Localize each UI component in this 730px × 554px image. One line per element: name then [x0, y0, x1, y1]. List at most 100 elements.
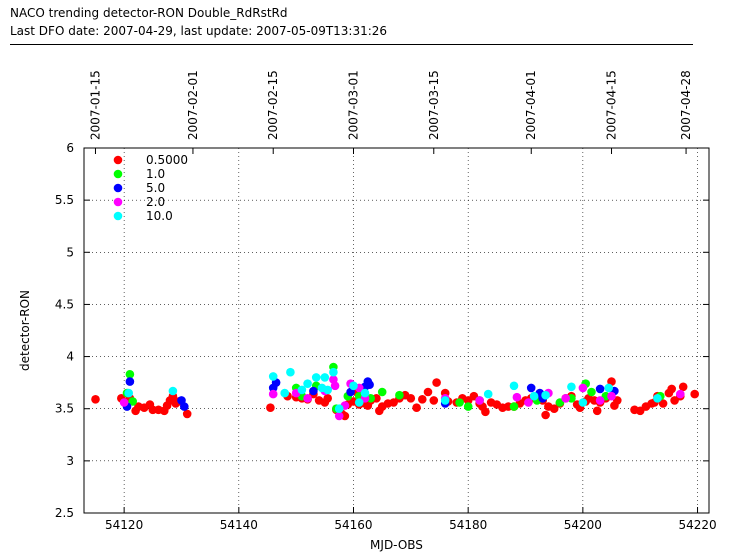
data-point	[320, 373, 330, 382]
chart-subtitle: Last DFO date: 2007-04-29, last update: …	[10, 24, 388, 38]
data-point	[168, 386, 178, 396]
data-point	[334, 411, 344, 421]
x-tick-label: 54160	[334, 518, 372, 532]
top-date-label: 2007-02-15	[266, 70, 280, 140]
data-points	[91, 362, 699, 421]
data-point	[349, 381, 358, 391]
y-tick-label: 5.5	[55, 193, 74, 207]
data-point	[266, 403, 275, 413]
y-tick-label: 3	[66, 454, 74, 468]
data-point	[667, 384, 676, 394]
data-point	[607, 391, 616, 401]
data-point	[567, 382, 576, 392]
top-date-label: 2007-04-15	[605, 70, 619, 140]
data-point	[365, 380, 374, 390]
data-point	[549, 404, 559, 414]
data-point	[406, 394, 416, 403]
data-point	[303, 379, 312, 389]
data-point	[412, 403, 421, 413]
legend-marker	[113, 183, 123, 193]
data-point	[658, 399, 668, 408]
data-point	[180, 402, 189, 411]
legend-label: 1.0	[146, 167, 165, 181]
data-point	[587, 387, 596, 397]
data-point	[334, 404, 344, 414]
legend-label: 5.0	[146, 181, 165, 195]
legend-marker	[113, 155, 123, 165]
x-tick-label: 54200	[564, 518, 602, 532]
top-date-label: 2007-02-01	[186, 70, 200, 140]
y-tick-label: 2.5	[55, 506, 74, 520]
data-point	[323, 394, 333, 403]
data-point	[512, 392, 522, 402]
data-point	[429, 396, 439, 405]
top-date-label: 2007-03-15	[427, 70, 441, 140]
data-point	[268, 372, 278, 381]
top-date-labels: 2007-01-15 2007-02-01 2007-02-15 2007-03-01…	[88, 70, 693, 140]
top-date-label: 2007-04-01	[524, 70, 538, 140]
data-point	[481, 407, 490, 417]
data-point	[268, 389, 278, 399]
plot-frame	[83, 147, 710, 514]
x-tick-labels: 54120 54140 54160 54180 54200 54220	[105, 518, 717, 532]
data-point	[329, 367, 338, 377]
y-tick-label: 4	[66, 350, 74, 364]
data-point	[509, 381, 519, 391]
data-point	[509, 402, 519, 411]
data-point	[592, 406, 602, 416]
data-point	[463, 402, 473, 411]
data-point	[360, 388, 370, 398]
data-point	[354, 398, 364, 407]
data-point	[125, 370, 135, 379]
data-point	[524, 398, 533, 407]
data-point	[418, 395, 427, 404]
data-point	[541, 410, 550, 420]
data-point	[297, 385, 307, 395]
data-point	[440, 396, 450, 405]
y-axis-label: detector-RON	[18, 290, 32, 371]
data-point	[475, 396, 484, 405]
data-point	[423, 387, 433, 397]
x-axis-label: MJD-OBS	[370, 538, 423, 552]
data-point	[323, 385, 333, 395]
header-divider	[10, 44, 693, 45]
top-date-label: 2007-01-15	[88, 70, 102, 140]
data-point	[124, 388, 133, 398]
data-point	[690, 389, 699, 399]
y-tick-label: 6	[66, 141, 74, 155]
y-tick-label: 3.5	[55, 402, 74, 416]
data-point	[286, 367, 295, 377]
legend-label: 10.0	[146, 209, 173, 223]
top-date-label: 2007-03-01	[346, 70, 360, 140]
legend-marker	[113, 197, 123, 207]
data-point	[578, 383, 588, 393]
data-point	[182, 409, 192, 419]
data-point	[91, 395, 100, 404]
data-point	[678, 382, 688, 392]
x-tick-label: 54220	[678, 518, 716, 532]
data-point	[595, 384, 605, 394]
data-point	[311, 373, 321, 382]
data-point	[526, 383, 536, 393]
data-point	[395, 390, 404, 400]
data-point	[595, 396, 605, 405]
data-point	[529, 391, 539, 401]
data-point	[483, 389, 493, 399]
data-point	[561, 394, 570, 403]
x-tick-label: 54180	[449, 518, 487, 532]
grid-lines	[84, 148, 709, 513]
data-point	[303, 394, 312, 403]
data-point	[604, 383, 613, 393]
data-point	[119, 398, 129, 407]
data-point	[541, 390, 550, 400]
data-point	[125, 377, 135, 386]
data-point	[330, 381, 340, 391]
data-point	[455, 398, 464, 407]
legend-marker	[113, 169, 123, 179]
x-tick-label: 54140	[220, 518, 258, 532]
y-tick-label: 4.5	[55, 297, 74, 311]
y-tick-labels: 2.5 3 3.5 4 4.5 5 5.5 6	[55, 141, 74, 520]
legend-marker	[113, 211, 123, 221]
